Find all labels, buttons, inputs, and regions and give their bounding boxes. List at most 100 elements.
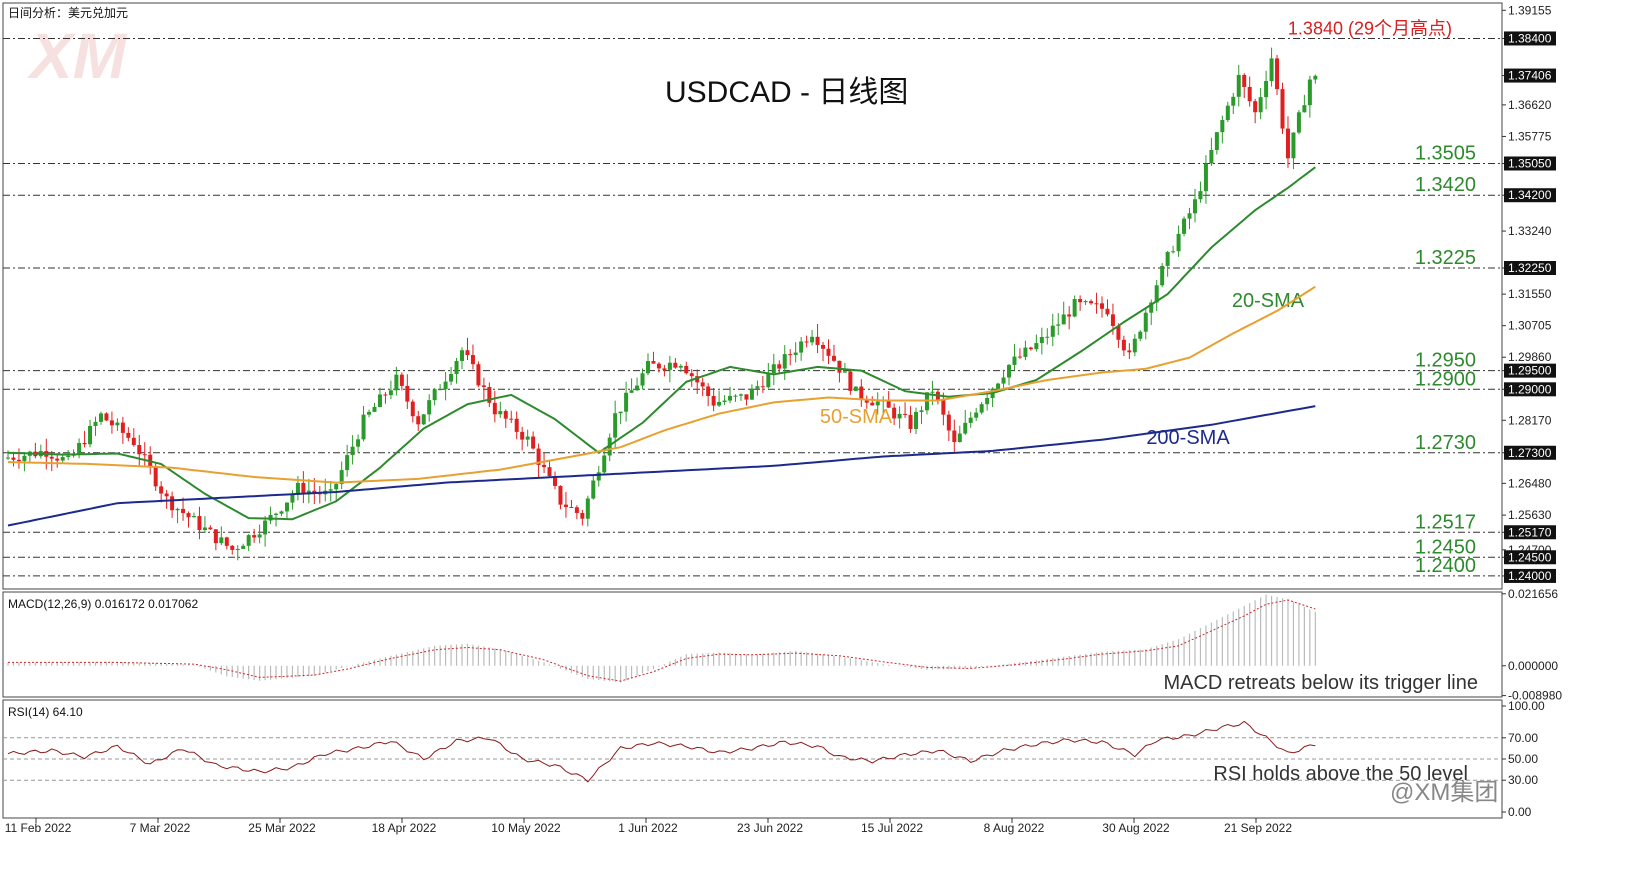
- candle-body: [842, 371, 847, 373]
- candle-body: [98, 413, 103, 422]
- candle-body: [1083, 301, 1088, 303]
- candle-body: [312, 490, 317, 493]
- y-tick-label: 1.30705: [1508, 319, 1552, 333]
- candle-body: [290, 494, 295, 503]
- candle-body: [645, 361, 650, 374]
- candle-body: [569, 507, 574, 509]
- top-left-label: 日间分析：美元兑加元: [8, 6, 128, 20]
- candle-body: [481, 385, 486, 388]
- price-tag: [1504, 382, 1556, 397]
- candle-body: [1275, 58, 1280, 90]
- price-tag: [1504, 68, 1556, 83]
- candle-body: [1017, 356, 1022, 358]
- candle-body: [1285, 128, 1290, 159]
- candle-body: [170, 496, 175, 511]
- level-label: 1.2900: [1415, 368, 1476, 390]
- candle-body: [766, 373, 771, 388]
- candle-body: [263, 520, 268, 535]
- y-tick-label: 1.27300: [1508, 446, 1552, 460]
- candle-body: [208, 527, 213, 530]
- candle-body: [509, 418, 514, 420]
- candle-body: [1242, 74, 1247, 87]
- candle-body: [689, 373, 694, 377]
- candle-body: [230, 545, 235, 550]
- candle-body: [372, 406, 377, 412]
- candle-body: [487, 387, 492, 403]
- candle-body: [60, 457, 65, 461]
- x-tick-label: 18 Apr 2022: [372, 821, 437, 835]
- candle-body: [438, 389, 443, 391]
- candle-body: [662, 368, 667, 370]
- candle-body: [356, 439, 361, 447]
- candle-body: [476, 364, 481, 386]
- candle-body: [361, 414, 366, 440]
- macd-tick-label: -0.008980: [1508, 689, 1562, 703]
- price-tag: [1504, 445, 1556, 460]
- candle-body: [328, 489, 333, 491]
- x-tick-label: 7 Mar 2022: [130, 821, 191, 835]
- candle-body: [531, 436, 536, 449]
- candle-body: [1110, 314, 1115, 326]
- candle-body: [848, 371, 853, 391]
- candle-body: [104, 413, 109, 421]
- level-label: 1.3420: [1415, 174, 1476, 196]
- candle-body: [722, 400, 727, 402]
- y-tick-label: 1.32250: [1508, 261, 1552, 275]
- candle-body: [410, 401, 415, 417]
- candle-body: [16, 459, 21, 462]
- y-tick-label: 1.26480: [1508, 476, 1552, 490]
- candle-body: [700, 382, 705, 387]
- candle-body: [985, 398, 990, 405]
- candle-body: [1067, 314, 1072, 317]
- candle-body: [388, 390, 393, 396]
- macd-annotation: MACD retreats below its trigger line: [1163, 672, 1478, 694]
- candle-body: [886, 400, 891, 408]
- candle-body: [186, 513, 191, 518]
- candle-body: [191, 516, 196, 518]
- candle-body: [6, 457, 10, 459]
- macd-tick-label: 0.021656: [1508, 587, 1558, 601]
- candle-body: [963, 422, 968, 434]
- candle-body: [432, 389, 437, 401]
- price-tag: [1504, 363, 1556, 378]
- candle-body: [1127, 350, 1132, 353]
- candle-body: [525, 436, 530, 440]
- candle-body: [996, 383, 1001, 389]
- candle-body: [673, 362, 678, 368]
- candle-body: [749, 388, 754, 400]
- candle-body: [1253, 101, 1258, 113]
- candle-body: [602, 455, 607, 473]
- candle-body: [1291, 132, 1296, 159]
- candle-body: [449, 374, 454, 382]
- candle-body: [197, 516, 202, 531]
- price-tag: [1504, 525, 1556, 540]
- candle-body: [1039, 337, 1044, 344]
- candle-body: [1078, 299, 1083, 303]
- y-tick-label: 1.28170: [1508, 413, 1552, 427]
- candle-body: [345, 455, 350, 471]
- level-label: 1.2950: [1415, 350, 1476, 372]
- candle-body: [252, 535, 257, 538]
- x-tick-label: 8 Aug 2022: [984, 821, 1045, 835]
- candle-body: [514, 418, 519, 432]
- candle-body: [1094, 303, 1099, 305]
- candle-body: [520, 431, 525, 440]
- candle-body: [651, 361, 656, 364]
- candle-body: [574, 507, 579, 513]
- candle-body: [301, 482, 306, 495]
- candle-body: [580, 512, 585, 519]
- candle-body: [109, 420, 114, 426]
- candle-body: [1072, 299, 1077, 317]
- candle-body: [1313, 75, 1318, 80]
- y-tick-label: 1.24000: [1508, 569, 1552, 583]
- candle-body: [1236, 74, 1241, 97]
- candle-body: [443, 381, 448, 390]
- rsi-title: RSI(14) 64.10: [8, 705, 83, 719]
- rsi-tick-label: 100.00: [1508, 699, 1545, 713]
- candle-body: [1171, 251, 1176, 253]
- candle-body: [1307, 79, 1312, 106]
- y-tick-label: 1.29500: [1508, 364, 1552, 378]
- candle-body: [946, 414, 951, 431]
- level-label: 1.2730: [1415, 432, 1476, 454]
- candle-body: [399, 374, 404, 386]
